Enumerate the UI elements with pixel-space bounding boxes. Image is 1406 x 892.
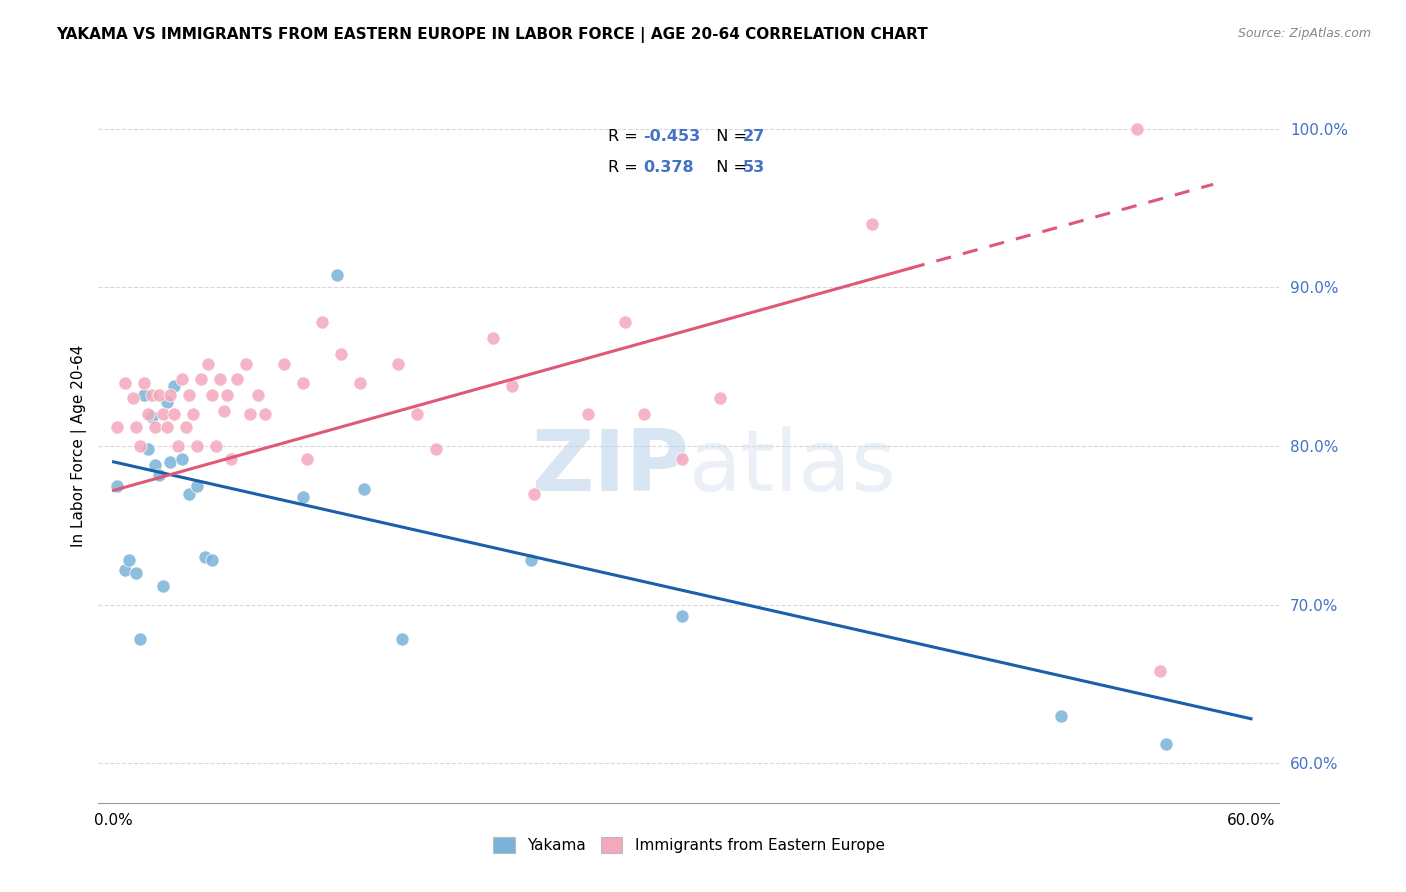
Point <box>387 357 409 371</box>
Text: atlas: atlas <box>689 425 897 509</box>
Point <box>671 608 693 623</box>
Point <box>114 376 136 390</box>
Point <box>186 478 208 492</box>
Point <box>114 563 136 577</box>
Point <box>273 357 295 371</box>
Point <box>576 407 599 421</box>
Point <box>349 376 371 390</box>
Point <box>148 388 170 402</box>
Point <box>105 420 128 434</box>
Point <box>292 376 315 390</box>
Point <box>159 388 181 402</box>
Point <box>152 407 174 421</box>
Point <box>143 420 166 434</box>
Point <box>217 388 239 402</box>
Point <box>709 392 731 406</box>
Point <box>181 407 204 421</box>
Point <box>1149 664 1171 678</box>
Point <box>254 407 277 421</box>
Text: 27: 27 <box>742 129 765 144</box>
Point <box>208 372 231 386</box>
Point <box>125 420 148 434</box>
Point <box>152 578 174 592</box>
Point <box>141 410 163 425</box>
Point <box>501 378 523 392</box>
Point <box>143 458 166 472</box>
Legend: Yakama, Immigrants from Eastern Europe: Yakama, Immigrants from Eastern Europe <box>488 831 890 859</box>
Point <box>633 407 655 421</box>
Point <box>326 268 349 282</box>
Point <box>1050 708 1073 723</box>
Point <box>174 420 197 434</box>
Point <box>105 478 128 492</box>
Text: 0.378: 0.378 <box>643 161 693 176</box>
Point <box>148 467 170 482</box>
Point <box>163 407 186 421</box>
Point <box>1126 121 1149 136</box>
Point <box>212 404 235 418</box>
Point <box>860 217 883 231</box>
Point <box>136 442 159 457</box>
Point <box>132 376 155 390</box>
Text: Source: ZipAtlas.com: Source: ZipAtlas.com <box>1237 27 1371 40</box>
Point <box>225 372 247 386</box>
Point <box>391 632 413 647</box>
Point <box>194 549 217 564</box>
Point <box>179 388 201 402</box>
Text: R =: R = <box>607 161 648 176</box>
Point <box>330 347 353 361</box>
Point <box>201 553 224 567</box>
Text: R =: R = <box>607 129 643 144</box>
Point <box>159 455 181 469</box>
Point <box>156 394 179 409</box>
Point <box>1154 737 1177 751</box>
Point <box>129 632 152 647</box>
Point <box>197 357 219 371</box>
Point <box>141 388 163 402</box>
Point <box>163 378 186 392</box>
Point <box>523 486 546 500</box>
Point <box>295 451 318 466</box>
Y-axis label: In Labor Force | Age 20-64: In Labor Force | Age 20-64 <box>72 345 87 547</box>
Point <box>406 407 429 421</box>
Point <box>121 392 143 406</box>
Point <box>614 315 637 329</box>
Point <box>219 451 242 466</box>
Text: YAKAMA VS IMMIGRANTS FROM EASTERN EUROPE IN LABOR FORCE | AGE 20-64 CORRELATION : YAKAMA VS IMMIGRANTS FROM EASTERN EUROPE… <box>56 27 928 43</box>
Point <box>190 372 212 386</box>
Point <box>519 553 541 567</box>
Text: 53: 53 <box>742 161 765 176</box>
Point <box>311 315 333 329</box>
Point <box>201 388 224 402</box>
Point <box>239 407 262 421</box>
Point <box>292 490 315 504</box>
Text: -0.453: -0.453 <box>643 129 700 144</box>
Point <box>179 486 201 500</box>
Point <box>353 482 375 496</box>
Point <box>132 388 155 402</box>
Point <box>170 451 193 466</box>
Point <box>205 439 228 453</box>
Point <box>156 420 179 434</box>
Text: N =: N = <box>706 129 752 144</box>
Point <box>129 439 152 453</box>
Point <box>125 566 148 580</box>
Point <box>425 442 447 457</box>
Point <box>671 451 693 466</box>
Point <box>186 439 208 453</box>
Point <box>118 553 141 567</box>
Point <box>136 407 159 421</box>
Point <box>481 331 503 345</box>
Point <box>170 372 193 386</box>
Text: N =: N = <box>706 161 752 176</box>
Text: ZIP: ZIP <box>531 425 689 509</box>
Point <box>167 439 190 453</box>
Point <box>246 388 269 402</box>
Point <box>235 357 257 371</box>
